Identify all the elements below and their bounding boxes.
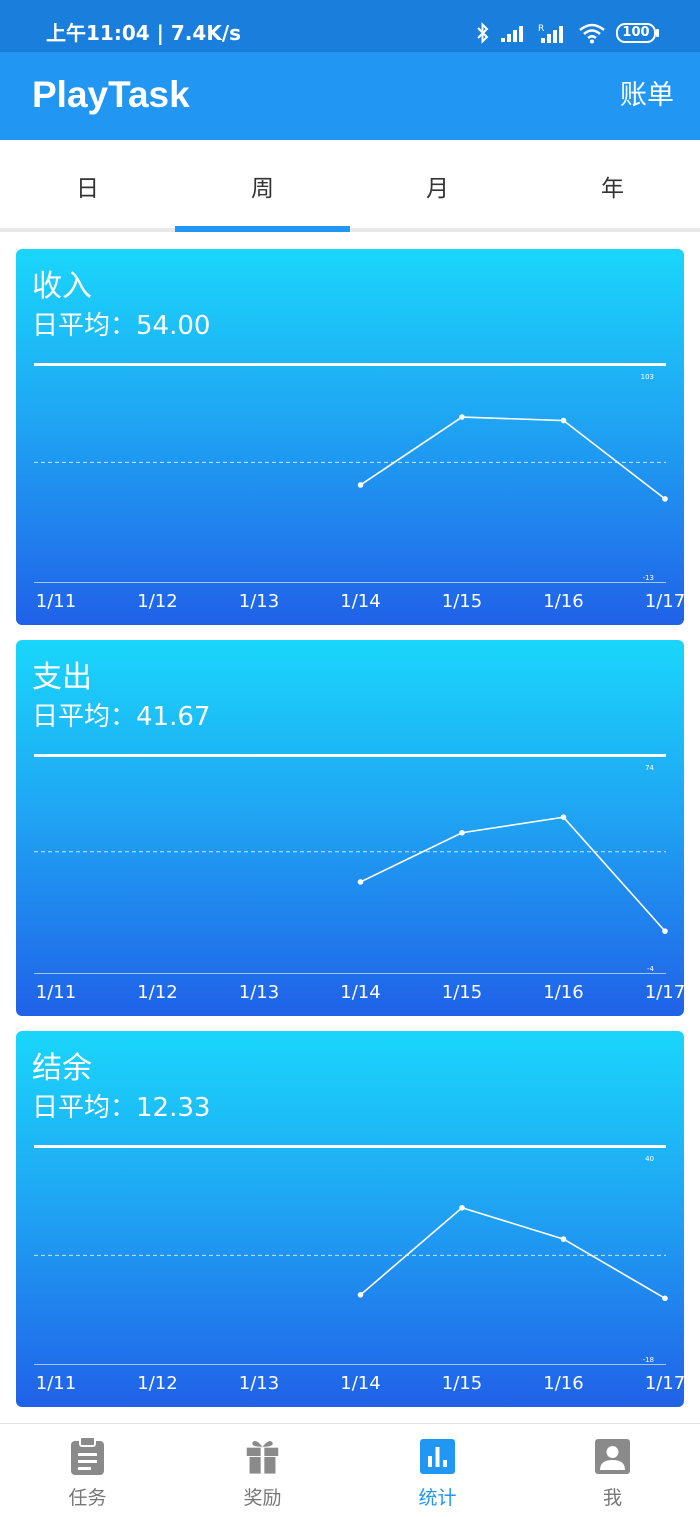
x-tick-label: 1/17: [645, 591, 684, 612]
expense-chart-card: 支出 日平均：41.67 74 -4 1/11 1/12 1/13 1/14 1/15 1/1…: [16, 640, 684, 1016]
income-chart-card: 收入 日平均：54.00 103 -13 1/11 1/12 1/13 1/14 1/15 1…: [16, 249, 684, 625]
x-tick-label: 1/13: [239, 982, 279, 1003]
average-label: 日平均：: [32, 702, 137, 732]
card-x-axis: [34, 1364, 666, 1365]
status-icons: R 100: [476, 18, 660, 48]
app-bar: PlayTask 账单: [0, 52, 700, 140]
nav-item-me[interactable]: 我: [525, 1424, 700, 1517]
battery-icon: 100: [616, 23, 660, 43]
series-line: [360, 816, 666, 932]
data-point: [459, 414, 465, 420]
nav-item-rewards[interactable]: 奖励: [175, 1424, 350, 1517]
x-tick-label: 1/15: [442, 1373, 482, 1394]
expense-line-chart: 74 -4 1/11 1/12 1/13 1/14 1/15 1/16 1/17: [34, 764, 684, 1003]
y-min-label: -18: [643, 1356, 654, 1364]
data-point: [560, 1236, 567, 1242]
data-point: [662, 928, 668, 934]
tab-day[interactable]: 日: [76, 176, 99, 202]
status-bar: 上午11:04 | 7.4K/s R 100: [0, 0, 700, 52]
nav-label: 奖励: [243, 1487, 282, 1509]
data-point: [459, 1204, 465, 1211]
data-point: [357, 879, 364, 885]
series-line: [359, 1206, 666, 1300]
card-top-rule: [34, 363, 666, 366]
y-max-label: 40: [645, 1155, 654, 1163]
nav-label: 任务: [68, 1487, 107, 1509]
x-tick-label: 1/12: [137, 1373, 177, 1394]
data-point: [459, 829, 465, 836]
card-top-rule: [34, 1145, 666, 1148]
clipboard-icon: [69, 1436, 106, 1476]
x-tick-label: 1/12: [137, 982, 177, 1003]
nav-item-statistics[interactable]: 统计: [350, 1424, 525, 1517]
status-time-speed: 上午11:04 | 7.4K/s: [46, 21, 242, 45]
gift-icon: [244, 1436, 281, 1476]
account-box-icon: [594, 1436, 631, 1476]
x-tick-label: 1/16: [543, 1373, 583, 1394]
data-point: [662, 496, 668, 502]
x-tick-label: 1/14: [340, 1373, 380, 1394]
card-title: 收入: [32, 269, 92, 304]
x-tick-label: 1/15: [442, 591, 482, 612]
tab-year[interactable]: 年: [601, 176, 624, 202]
x-tick-label: 1/13: [239, 1373, 279, 1394]
bluetooth-icon: [476, 21, 490, 45]
average-value: 41.67: [136, 702, 211, 732]
app-title: PlayTask: [32, 74, 190, 115]
x-tick-label: 1/14: [340, 982, 380, 1003]
data-point: [560, 417, 567, 424]
card-average: 日平均：54.00: [32, 309, 210, 343]
x-tick-label: 1/16: [543, 591, 583, 612]
average-label: 日平均：: [32, 1093, 137, 1123]
wifi-icon: [578, 22, 606, 44]
period-tab-bar: 日 周 月 年: [0, 140, 700, 232]
x-tick-label: 1/16: [543, 982, 583, 1003]
x-tick-label: 1/17: [645, 1373, 684, 1394]
y-max-label: 74: [645, 764, 654, 772]
bottom-navigation: 任务 奖励 统计 我: [0, 1423, 700, 1517]
tab-indicator: [175, 226, 350, 232]
nav-label: 我: [602, 1487, 622, 1509]
card-title: 支出: [32, 660, 92, 695]
x-tick-label: 1/15: [442, 982, 482, 1003]
data-point: [357, 482, 364, 488]
x-tick-label: 1/11: [36, 591, 76, 612]
balance-chart-card: 结余 日平均：12.33 40 -18 1/11 1/12 1/13 1/14 1/15 1/…: [16, 1031, 684, 1407]
card-x-axis: [34, 582, 666, 583]
tab-week[interactable]: 周: [251, 176, 274, 202]
nav-label: 统计: [418, 1487, 457, 1509]
y-max-label: 103: [641, 373, 654, 381]
y-min-label: -4: [647, 965, 655, 973]
x-tick-label: 1/12: [137, 591, 177, 612]
card-top-rule: [34, 754, 666, 757]
x-tick-label: 1/11: [36, 1373, 76, 1394]
series-line: [360, 416, 666, 500]
tab-month[interactable]: 月: [426, 176, 449, 202]
balance-line-chart: 40 -18 1/11 1/12 1/13 1/14 1/15 1/16 1/17: [34, 1155, 684, 1394]
income-line-chart: 103 -13 1/11 1/12 1/13 1/14 1/15 1/16 1/17: [34, 373, 684, 612]
signal-icon: [500, 23, 528, 43]
data-point: [662, 1295, 668, 1302]
roaming-signal-icon: R: [538, 22, 568, 44]
data-point: [560, 814, 567, 821]
average-label: 日平均：: [32, 311, 137, 341]
average-value: 54.00: [136, 311, 211, 341]
x-tick-label: 1/17: [645, 982, 684, 1003]
bill-button[interactable]: 账单: [620, 80, 674, 111]
battery-level: 100: [622, 25, 650, 40]
nav-item-tasks[interactable]: 任务: [0, 1424, 175, 1517]
card-average: 日平均：12.33: [32, 1091, 210, 1125]
x-tick-label: 1/13: [239, 591, 279, 612]
card-average: 日平均：41.67: [32, 700, 210, 734]
data-point: [357, 1292, 364, 1298]
card-x-axis: [34, 973, 666, 974]
x-tick-label: 1/11: [36, 982, 76, 1003]
bar-chart-icon: [419, 1436, 456, 1476]
average-value: 12.33: [136, 1093, 211, 1123]
card-title: 结余: [32, 1051, 92, 1086]
x-tick-label: 1/14: [340, 591, 380, 612]
svg-text:R: R: [538, 24, 544, 34]
y-min-label: -13: [643, 574, 654, 582]
